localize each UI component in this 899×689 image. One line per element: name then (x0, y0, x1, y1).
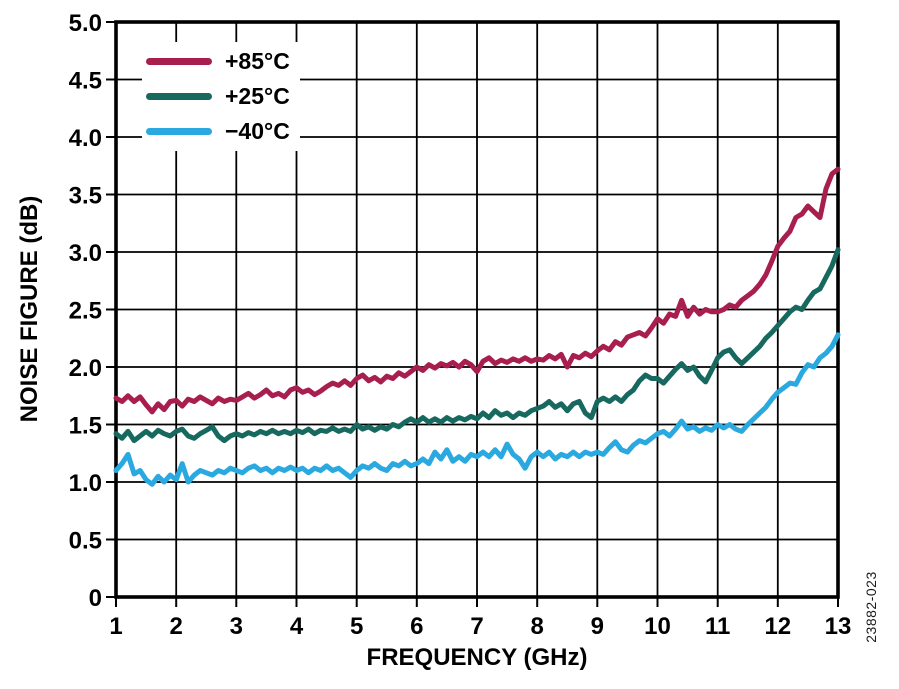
x-tick-label: 10 (644, 613, 671, 640)
x-tick-label: 4 (290, 613, 304, 640)
legend-label-85c: +85°C (225, 48, 290, 74)
legend-item-40c: −40°C (146, 114, 290, 149)
x-axis-title: FREQUENCY (GHz) (366, 644, 588, 671)
x-tick-label: 12 (764, 613, 791, 640)
y-tick-label: 3.0 (69, 240, 102, 267)
y-tick-label: 0 (89, 585, 102, 612)
legend-label-40c: −40°C (225, 118, 290, 144)
y-tick-label: 4.5 (69, 68, 102, 95)
x-tick-label: 2 (170, 613, 183, 640)
legend-swatch-25c-icon (146, 93, 212, 100)
y-tick-label: 4.0 (69, 125, 102, 152)
x-tick-label: 11 (705, 613, 730, 640)
x-tick-label: 8 (531, 613, 544, 640)
y-tick-label: 1.0 (69, 470, 102, 497)
legend-swatch-85c-icon (146, 58, 212, 65)
series-line-85c (113, 166, 841, 415)
legend-label-25c: +25°C (225, 83, 290, 109)
x-tick-label: 9 (591, 613, 604, 640)
x-tick-label: 3 (230, 613, 243, 640)
y-axis-title: NOISE FIGURE (dB) (16, 195, 43, 423)
series-line-25c (113, 247, 841, 444)
x-tick-label: 13 (825, 613, 852, 640)
legend-swatch-40c-icon (146, 128, 212, 135)
y-tick-label: 3.5 (69, 183, 102, 210)
legend-item-85c: +85°C (146, 44, 290, 79)
y-tick-label: 0.5 (69, 528, 102, 555)
series-line-40c (113, 332, 841, 487)
x-tick-label: 6 (410, 613, 423, 640)
y-tick-label: 2.5 (69, 298, 102, 325)
legend: +85°C +25°C −40°C (142, 42, 300, 151)
plot-border (114, 20, 840, 599)
figure-number: 23882-023 (863, 571, 879, 643)
x-tick-label: 7 (470, 613, 483, 640)
y-tick-label: 5.0 (69, 10, 102, 37)
y-tick-label: 2.0 (69, 355, 102, 382)
y-tick-label: 1.5 (69, 413, 102, 440)
legend-item-25c: +25°C (146, 79, 290, 114)
x-tick-label: 5 (350, 613, 363, 640)
x-tick-label: 1 (109, 613, 122, 640)
